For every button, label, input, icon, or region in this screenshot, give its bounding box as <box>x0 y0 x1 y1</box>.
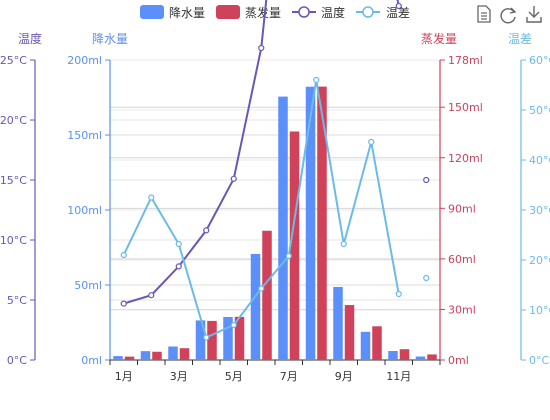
axis-name-temp: 温度 <box>18 31 42 46</box>
point-tempdiff <box>148 194 155 201</box>
bar-evap <box>344 305 355 360</box>
legend-item-evap[interactable]: 蒸发量 <box>216 5 281 20</box>
point-temp <box>120 300 127 307</box>
y-tick-label-evap: 90ml <box>448 202 476 215</box>
y-tick-label-tempdiff: 60°C <box>529 54 550 67</box>
bar-evap <box>262 230 272 360</box>
save-image-icon[interactable] <box>526 6 542 23</box>
point-tempdiff <box>395 290 402 298</box>
point-tempdiff <box>175 240 182 248</box>
bar-precip <box>305 86 316 360</box>
y-tick-label-temp: 10°C <box>0 234 27 247</box>
x-tick-label: 1月 <box>115 370 133 383</box>
y-tick-label-tempdiff: 40°C <box>529 154 550 167</box>
x-tick-label: 11月 <box>386 370 411 383</box>
bar-evap <box>372 326 382 360</box>
y-tick-label-tempdiff: 10°C <box>529 304 550 317</box>
y-tick-label-evap: 60ml <box>448 253 476 266</box>
y-tick-label-precip: 100ml <box>67 204 102 217</box>
legend-item-temp[interactable]: 温度 <box>292 5 345 20</box>
point-temp <box>148 292 155 299</box>
bar-evap <box>317 86 327 360</box>
bar-precip <box>278 96 288 360</box>
y-tick-label-temp: 0°C <box>7 354 27 367</box>
legend-label-temp: 温度 <box>321 5 345 20</box>
y-tick-label-precip: 0ml <box>81 354 102 367</box>
bar-evap <box>152 351 162 360</box>
data-view-icon[interactable] <box>477 5 491 23</box>
bar-precip <box>360 331 371 360</box>
point-temp <box>258 44 265 52</box>
lines <box>120 0 430 341</box>
bar-precip <box>415 356 426 360</box>
y-tick-label-precip: 150ml <box>67 129 102 142</box>
point-tempdiff <box>203 334 210 341</box>
bar-evap <box>179 348 190 360</box>
y-tick-label-temp: 20°C <box>0 114 27 127</box>
point-tempdiff <box>230 321 237 329</box>
point-tempdiff <box>368 138 375 146</box>
y-tick-label-evap: 150ml <box>448 101 483 114</box>
legend-label-evap: 蒸发量 <box>245 5 281 20</box>
bar-precip <box>195 320 206 360</box>
x-tick-label: 5月 <box>225 370 243 383</box>
y-tick-label-temp: 5°C <box>7 294 27 307</box>
point-temp <box>423 176 430 184</box>
legend-label-tempdiff: 温差 <box>386 6 410 20</box>
axes: 0°C 5°C 10°C 15°C 20°C 25°C 0ml 50ml 100ml 150ml 2… <box>0 54 550 383</box>
y-tick-label-tempdiff: 0°C <box>529 354 549 367</box>
axis-name-precip: 降水量 <box>92 32 128 46</box>
point-temp <box>175 263 182 270</box>
bar-evap <box>124 356 135 360</box>
toolbox <box>477 5 542 24</box>
y-tick-label-tempdiff: 50°C <box>529 104 550 117</box>
bar-evap <box>399 349 410 360</box>
bar-precip <box>223 316 233 360</box>
point-tempdiff <box>258 285 265 292</box>
y-tick-label-tempdiff: 30°C <box>529 204 550 217</box>
bar-evap <box>289 131 300 360</box>
bar-precip <box>140 351 151 360</box>
y-tick-label-evap: 178ml <box>448 54 483 67</box>
x-tick-label: 3月 <box>170 370 188 383</box>
bar-precip <box>388 351 398 360</box>
point-tempdiff <box>285 252 292 260</box>
legend-item-precip[interactable]: 降水量 <box>140 5 205 20</box>
bar-precip <box>250 253 261 360</box>
point-temp <box>395 2 402 10</box>
bar-precip <box>333 286 343 360</box>
y-tick-label-evap: 0ml <box>448 354 469 367</box>
bar-evap <box>427 354 437 360</box>
axis-name-tempdiff: 温差 <box>508 32 532 46</box>
point-temp <box>230 175 237 182</box>
y-tick-label-precip: 50ml <box>74 279 102 292</box>
legend-label-precip: 降水量 <box>169 6 205 20</box>
restore-icon[interactable] <box>500 7 517 24</box>
point-temp <box>203 227 210 234</box>
y-tick-label-temp: 25°C <box>0 54 27 67</box>
bar-evap <box>234 316 245 360</box>
bars <box>113 86 437 360</box>
bar-precip <box>168 346 178 360</box>
legend: 降水量 蒸发量 温度 温差 <box>140 5 410 20</box>
y-tick-label-evap: 30ml <box>448 303 476 316</box>
legend-item-tempdiff[interactable]: 温差 <box>356 6 410 20</box>
y-tick-label-evap: 120ml <box>448 152 483 165</box>
point-tempdiff <box>340 240 347 248</box>
bar-precip <box>113 356 123 360</box>
axis-name-evap: 蒸发量 <box>421 31 457 46</box>
bar-evap <box>207 320 217 360</box>
point-tempdiff <box>423 274 430 282</box>
y-tick-label-temp: 15°C <box>0 174 27 187</box>
x-tick-label: 7月 <box>280 370 298 383</box>
point-tempdiff <box>313 76 320 84</box>
y-tick-label-precip: 200ml <box>67 54 102 67</box>
y-tick-label-tempdiff: 20°C <box>529 254 550 267</box>
point-tempdiff <box>120 251 127 259</box>
x-tick-label: 9月 <box>335 370 353 383</box>
